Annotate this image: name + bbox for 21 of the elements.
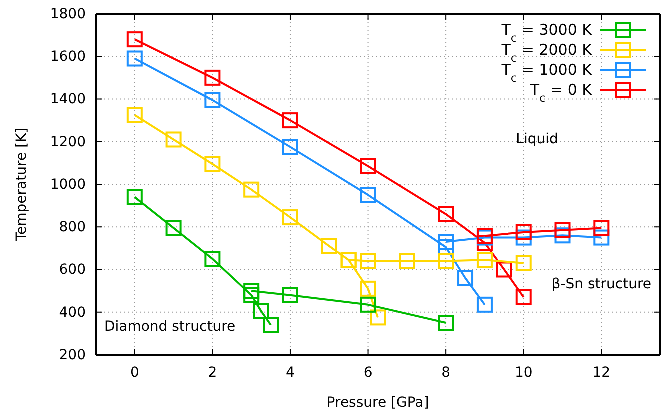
y-tick-label: 800 [59,220,86,236]
x-tick-label: 4 [286,364,296,381]
annotation: Liquid [516,132,558,148]
y-tick-label: 400 [59,304,86,321]
y-tick-label: 1800 [50,6,86,22]
x-tick-label: 0 [130,364,140,381]
y-tick-label: 1200 [50,134,86,150]
annotation: β-Sn structure [552,276,652,293]
x-tick-label: 10 [514,364,533,381]
x-tick-label: 6 [364,364,373,381]
y-tick-label: 1600 [50,49,86,66]
x-tick-label: 12 [592,364,611,381]
y-tick-label: 1400 [50,92,86,108]
y-tick-label: 600 [59,262,86,278]
x-tick-label: 8 [442,364,451,381]
y-axis-title: Temperature [K] [14,128,30,242]
y-tick-label: 1000 [50,176,86,193]
x-tick-label: 2 [208,364,218,381]
x-axis-title: Pressure [GPa] [326,395,430,411]
annotation: Diamond structure [104,319,236,336]
y-tick-label: 200 [59,347,86,364]
